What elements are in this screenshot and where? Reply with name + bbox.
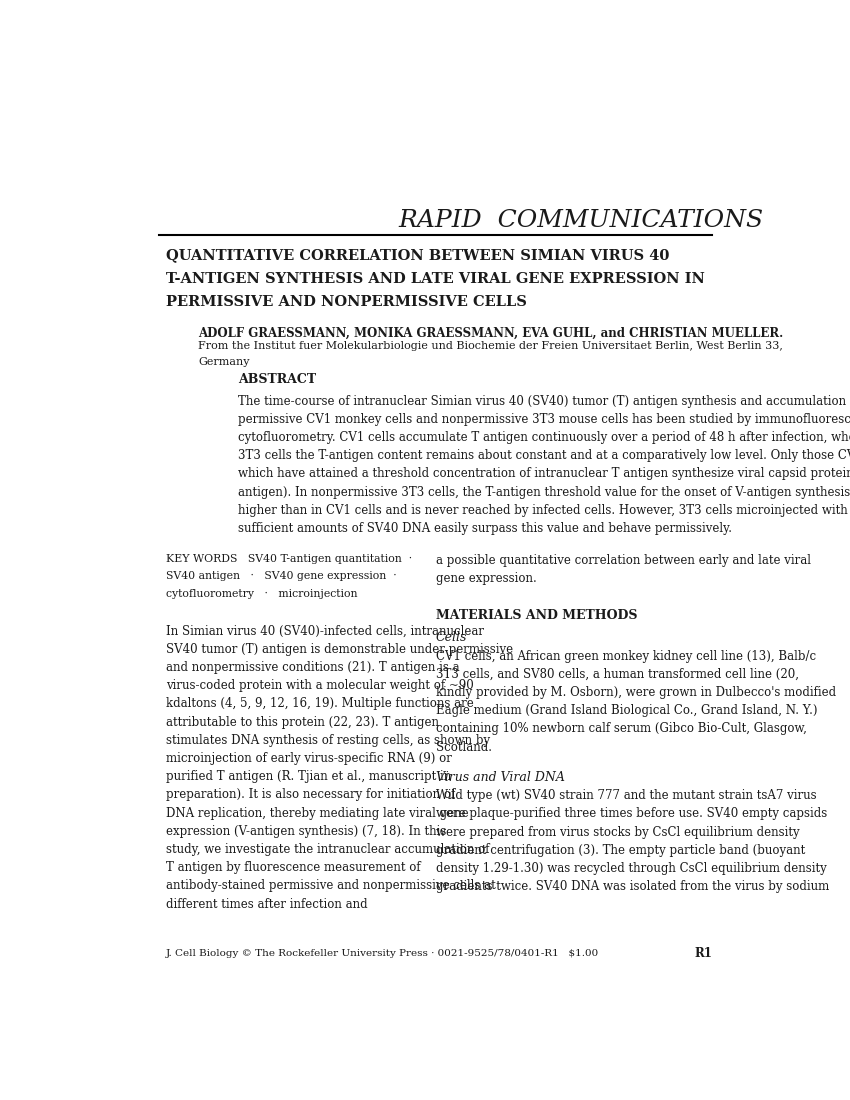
Text: 3T3 cells, and SV80 cells, a human transformed cell line (20,: 3T3 cells, and SV80 cells, a human trans… [435, 668, 799, 681]
Text: expression (V-antigen synthesis) (7, 18). In this: expression (V-antigen synthesis) (7, 18)… [166, 825, 446, 838]
Text: kindly provided by M. Osborn), were grown in Dulbecco's modified: kindly provided by M. Osborn), were grow… [435, 686, 836, 698]
Text: preparation). It is also necessary for initiation of: preparation). It is also necessary for i… [166, 789, 455, 802]
Text: R1: R1 [694, 947, 712, 960]
Text: microinjection of early virus-specific RNA (9) or: microinjection of early virus-specific R… [166, 752, 451, 764]
Text: DNA replication, thereby mediating late viral gene: DNA replication, thereby mediating late … [166, 806, 468, 820]
Text: purified T antigen (R. Tjian et al., manuscript in: purified T antigen (R. Tjian et al., man… [166, 770, 450, 783]
Text: higher than in CV1 cells and is never reached by infected cells. However, 3T3 ce: higher than in CV1 cells and is never re… [238, 504, 847, 517]
Text: 3T3 cells the T-antigen content remains about constant and at a comparatively lo: 3T3 cells the T-antigen content remains … [238, 449, 850, 462]
Text: sufficient amounts of SV40 DNA easily surpass this value and behave permissively: sufficient amounts of SV40 DNA easily su… [238, 522, 732, 535]
Text: J. Cell Biology © The Rockefeller University Press · 0021-9525/78/0401-R1   $1.0: J. Cell Biology © The Rockefeller Univer… [166, 949, 598, 958]
Text: cytofluorometry. CV1 cells accumulate T antigen continuously over a period of 48: cytofluorometry. CV1 cells accumulate T … [238, 431, 850, 444]
Text: attributable to this protein (22, 23). T antigen: attributable to this protein (22, 23). T… [166, 716, 439, 728]
Text: which have attained a threshold concentration of intranuclear T antigen synthesi: which have attained a threshold concentr… [238, 468, 850, 481]
Text: were plaque-purified three times before use. SV40 empty capsids: were plaque-purified three times before … [435, 807, 827, 821]
Text: SV40 tumor (T) antigen is demonstrable under permissive: SV40 tumor (T) antigen is demonstrable u… [166, 642, 513, 656]
Text: antigen). In nonpermissive 3T3 cells, the T-antigen threshold value for the onse: antigen). In nonpermissive 3T3 cells, th… [238, 485, 850, 498]
Text: gene expression.: gene expression. [435, 572, 536, 585]
Text: Eagle medium (Grand Island Biological Co., Grand Island, N. Y.): Eagle medium (Grand Island Biological Co… [435, 704, 817, 717]
Text: a possible quantitative correlation between early and late viral: a possible quantitative correlation betw… [435, 553, 811, 566]
Text: SV40 antigen   ·   SV40 gene expression  ·: SV40 antigen · SV40 gene expression · [166, 571, 396, 581]
Text: From the Institut fuer Molekularbiologie und Biochemie der Freien Universitaet B: From the Institut fuer Molekularbiologie… [199, 341, 784, 351]
Text: CV1 cells, an African green monkey kidney cell line (13), Balb/c: CV1 cells, an African green monkey kidne… [435, 649, 816, 662]
Text: KEY WORDS   SV40 T-antigen quantitation  ·: KEY WORDS SV40 T-antigen quantitation · [166, 553, 411, 564]
Text: different times after infection and: different times after infection and [166, 898, 367, 911]
Text: PERMISSIVE AND NONPERMISSIVE CELLS: PERMISSIVE AND NONPERMISSIVE CELLS [166, 295, 526, 309]
Text: and nonpermissive conditions (21). T antigen is a: and nonpermissive conditions (21). T ant… [166, 661, 459, 674]
Text: density 1.29-1.30) was recycled through CsCl equilibrium density: density 1.29-1.30) was recycled through … [435, 862, 826, 876]
Text: study, we investigate the intranuclear accumulation of: study, we investigate the intranuclear a… [166, 843, 489, 856]
Text: The time-course of intranuclear Simian virus 40 (SV40) tumor (T) antigen synthes: The time-course of intranuclear Simian v… [238, 395, 850, 408]
Text: QUANTITATIVE CORRELATION BETWEEN SIMIAN VIRUS 40: QUANTITATIVE CORRELATION BETWEEN SIMIAN … [166, 248, 669, 262]
Text: antibody-stained permissive and nonpermissive cells at: antibody-stained permissive and nonpermi… [166, 880, 496, 892]
Text: Germany: Germany [199, 356, 250, 366]
Text: RAPID  COMMUNICATIONS: RAPID COMMUNICATIONS [398, 209, 763, 232]
Text: In Simian virus 40 (SV40)-infected cells, intranuclear: In Simian virus 40 (SV40)-infected cells… [166, 625, 484, 638]
Text: virus-coded protein with a molecular weight of ~90: virus-coded protein with a molecular wei… [166, 679, 473, 692]
Text: kdaltons (4, 5, 9, 12, 16, 19). Multiple functions are: kdaltons (4, 5, 9, 12, 16, 19). Multiple… [166, 697, 473, 711]
Text: gradient centrifugation (3). The empty particle band (buoyant: gradient centrifugation (3). The empty p… [435, 844, 805, 857]
Text: ADOLF GRAESSMANN, MONIKA GRAESSMANN, EVA GUHL, and CHRISTIAN MUELLER.: ADOLF GRAESSMANN, MONIKA GRAESSMANN, EVA… [199, 327, 784, 340]
Text: were prepared from virus stocks by CsCl equilibrium density: were prepared from virus stocks by CsCl … [435, 826, 799, 838]
Text: T-ANTIGEN SYNTHESIS AND LATE VIRAL GENE EXPRESSION IN: T-ANTIGEN SYNTHESIS AND LATE VIRAL GENE … [166, 272, 705, 286]
Text: containing 10% newborn calf serum (Gibco Bio-Cult, Glasgow,: containing 10% newborn calf serum (Gibco… [435, 723, 807, 736]
Text: ABSTRACT: ABSTRACT [238, 373, 316, 386]
Text: Virus and Viral DNA: Virus and Viral DNA [435, 771, 564, 783]
Text: Scotland.: Scotland. [435, 740, 491, 754]
Text: stimulates DNA synthesis of resting cells, as shown by: stimulates DNA synthesis of resting cell… [166, 734, 490, 747]
Text: permissive CV1 monkey cells and nonpermissive 3T3 mouse cells has been studied b: permissive CV1 monkey cells and nonpermi… [238, 412, 850, 426]
Text: MATERIALS AND METHODS: MATERIALS AND METHODS [435, 609, 638, 622]
Text: Wild type (wt) SV40 strain 777 and the mutant strain tsA7 virus: Wild type (wt) SV40 strain 777 and the m… [435, 790, 816, 802]
Text: cytofluorometry   ·   microinjection: cytofluorometry · microinjection [166, 588, 357, 598]
Text: T antigen by fluorescence measurement of: T antigen by fluorescence measurement of [166, 861, 420, 875]
Text: gradients twice. SV40 DNA was isolated from the virus by sodium: gradients twice. SV40 DNA was isolated f… [435, 880, 829, 893]
Text: Cells: Cells [435, 631, 467, 644]
